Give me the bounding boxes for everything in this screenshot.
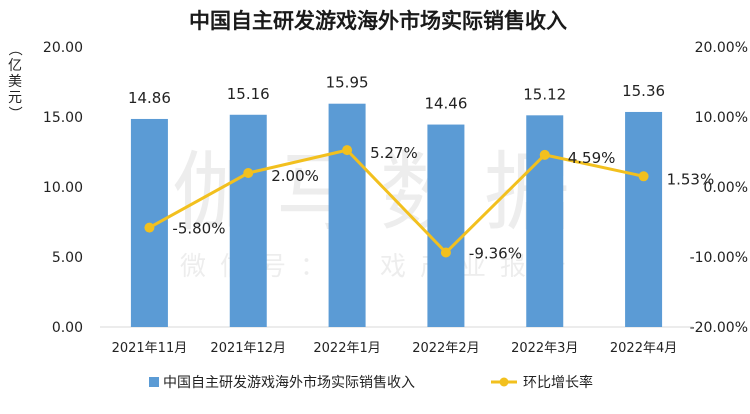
right-tick-label: 10.00% xyxy=(695,110,748,126)
bar xyxy=(625,111,663,328)
y-unit-char: 亿 xyxy=(8,58,22,74)
bar-value-label: 14.46 xyxy=(424,95,467,113)
bar xyxy=(427,124,465,327)
line-point xyxy=(144,222,155,233)
right-axis-ticks: -20.00% -10.00% 0.00% 10.00% 20.00% xyxy=(690,40,748,336)
right-tick-label: -10.00% xyxy=(690,250,748,266)
bar-data-labels: 14.86 15.16 15.95 14.46 15.12 15.36 xyxy=(128,74,665,113)
line-point xyxy=(539,149,550,160)
bar xyxy=(229,114,267,327)
y-axis-unit-label: （ 亿美元） xyxy=(6,42,22,120)
line-series xyxy=(144,145,649,258)
legend: 中国自主研发游戏海外市场实际销售收入 环比增长率 xyxy=(149,374,593,391)
left-tick-label: 0.00 xyxy=(52,320,83,336)
line-value-label: 5.27% xyxy=(370,144,418,162)
right-tick-label: 0.00% xyxy=(704,180,748,196)
y-unit-char: 元 xyxy=(8,90,22,106)
left-tick-label: 5.00 xyxy=(52,250,83,266)
line-data-labels: -5.80% 2.00% 5.27% -9.36% 4.59% 1.53% xyxy=(172,144,714,262)
bar xyxy=(526,115,564,327)
legend-bar-swatch xyxy=(149,377,159,387)
y-unit-char: ） xyxy=(6,106,22,120)
legend-line-label: 环比增长率 xyxy=(523,374,593,391)
category-labels: 2021年11月 2021年12月 2022年1月 2022年2月 2022年3月 202… xyxy=(112,341,678,356)
legend-line-marker xyxy=(499,377,509,387)
category-label: 2021年11月 xyxy=(112,341,188,356)
bar-value-label: 15.16 xyxy=(227,85,270,103)
y-unit-char: 美 xyxy=(8,74,22,90)
line-point xyxy=(440,247,451,258)
category-label: 2022年1月 xyxy=(313,341,380,356)
line-value-label: 4.59% xyxy=(568,149,616,167)
line-value-label: 1.53% xyxy=(667,170,715,188)
right-tick-label: -20.00% xyxy=(690,320,748,336)
bar-series xyxy=(130,103,663,328)
category-label: 2022年3月 xyxy=(511,341,578,356)
line-value-label: -5.80% xyxy=(172,220,225,238)
left-axis-ticks: 0.00 5.00 10.00 15.00 20.00 xyxy=(43,40,83,336)
chart-title: 中国自主研发游戏海外市场实际销售收入 xyxy=(189,9,567,33)
bar xyxy=(328,103,366,327)
line-point xyxy=(243,168,254,178)
line-value-label: -9.36% xyxy=(469,245,522,263)
y-unit-char: （ xyxy=(6,42,22,56)
bar-value-label: 14.86 xyxy=(128,89,171,107)
right-tick-label: 20.00% xyxy=(695,40,748,56)
bar-value-label: 15.95 xyxy=(326,74,369,92)
left-tick-label: 15.00 xyxy=(43,110,83,126)
bar-value-label: 15.36 xyxy=(622,82,665,100)
legend-bar-label: 中国自主研发游戏海外市场实际销售收入 xyxy=(163,374,415,391)
category-label: 2022年2月 xyxy=(412,341,479,356)
category-label: 2021年12月 xyxy=(210,341,286,356)
line-value-label: 2.00% xyxy=(271,167,319,185)
bar-value-label: 15.12 xyxy=(523,85,566,103)
category-label: 2022年4月 xyxy=(610,341,677,356)
left-tick-label: 20.00 xyxy=(43,40,83,56)
line-point xyxy=(342,145,353,156)
line-path xyxy=(148,148,644,255)
left-tick-label: 10.00 xyxy=(43,180,83,196)
line-point xyxy=(638,171,649,182)
